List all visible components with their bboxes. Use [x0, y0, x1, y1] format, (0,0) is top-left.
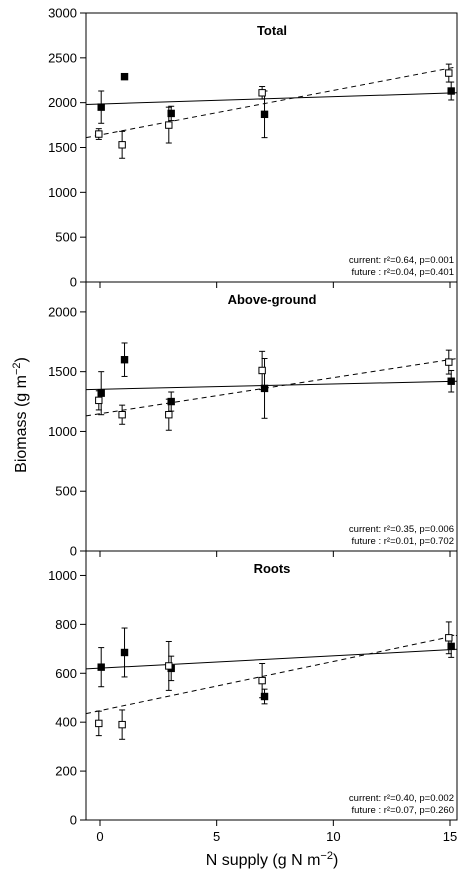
panel-roots-current-fit-line [85, 648, 458, 670]
panel-roots-current-point [120, 648, 129, 657]
panel-above-ground-ytick-label: 1000 [48, 424, 77, 439]
panel-roots-future-point [258, 676, 266, 685]
panel-total-ytick-label: 2000 [48, 95, 77, 110]
x-axis-label-close: ) [333, 852, 338, 869]
panel-total-stats-future: future : r²=0.04, p=0.401 [352, 267, 454, 278]
x-axis-label-main: N supply (g N m [206, 852, 321, 869]
panel-total-future-point [258, 89, 266, 97]
panel-roots-stats-current: current: r²=0.40, p=0.002 [349, 793, 454, 804]
panel-total-future-point [165, 121, 173, 129]
panel-above-ground-future-point [95, 396, 103, 405]
panel-roots-ytick-label: 200 [55, 764, 77, 779]
panel-total-current-point [447, 87, 455, 95]
panel-above-ground-title: Above-ground [228, 292, 317, 307]
panel-total-ytick-label: 1500 [48, 140, 77, 155]
panel-above-ground-current-point [260, 384, 269, 393]
panel-above-ground-stats-current: current: r²=0.35, p=0.006 [349, 524, 454, 535]
panel-total-current-point [120, 72, 129, 81]
panel-total-future-point [445, 69, 453, 77]
x-tick-label: 10 [326, 829, 340, 844]
panel-total-stats-current: current: r²=0.64, p=0.001 [349, 255, 454, 266]
panel-roots-ytick-label: 1000 [48, 568, 77, 583]
panel-total-current-point [97, 103, 105, 111]
panel-total-ytick-label: 500 [55, 230, 77, 245]
x-tick-label: 0 [96, 829, 103, 844]
panel-total-frame [85, 12, 458, 283]
panel-above-ground-current-fit-line [85, 380, 458, 391]
x-tick-label: 15 [443, 829, 457, 844]
panel-roots-future-fit-line [85, 634, 458, 715]
panel-roots-current-point [260, 692, 269, 701]
panel-above-ground-future-point [445, 358, 453, 366]
panel-above-ground-ytick-label: 1500 [48, 364, 77, 379]
panel-roots-title: Roots [254, 561, 291, 576]
y-axis-label-main: Biomass (g m [13, 375, 30, 473]
panel-above-ground-future-point [258, 366, 266, 375]
panel-above-ground-future-fit-line [85, 358, 458, 417]
x-axis-label-sup: −2 [320, 850, 333, 862]
y-axis-label-sup: −2 [11, 362, 23, 375]
panel-roots-future-point [165, 662, 173, 670]
panel-total-ytick-label: 3000 [48, 6, 77, 21]
panel-total-ytick-label: 0 [70, 275, 77, 290]
panel-above-ground-future-point [165, 411, 173, 419]
panel-total-ytick-label: 1000 [48, 185, 77, 200]
panel-roots-ytick-label: 800 [55, 617, 77, 632]
panel-total-future-point [95, 130, 103, 138]
y-axis-label: Biomass (g m−2) [11, 357, 30, 473]
panel-roots-ytick-label: 0 [70, 813, 77, 828]
panel-total-ytick-label: 2500 [48, 50, 77, 65]
panel-roots-future-point [118, 720, 126, 729]
panel-total-current-fit-line [85, 92, 458, 105]
panel-roots-ytick-label: 400 [55, 715, 77, 730]
panel-roots-ytick-label: 600 [55, 666, 77, 681]
panel-total-future-point [118, 141, 126, 149]
panel-roots-current-point [447, 642, 455, 651]
x-axis-label: N supply (g N m−2) [206, 850, 339, 869]
panel-above-ground-ytick-label: 2000 [48, 304, 77, 319]
panel-above-ground-ytick-label: 0 [70, 544, 77, 559]
panel-above-ground-ytick-label: 500 [55, 484, 77, 499]
panel-total-current-point [167, 109, 175, 118]
panel-roots-frame [85, 550, 458, 821]
panel-roots-future-point [95, 719, 103, 728]
panel-above-ground-frame [85, 281, 458, 552]
panel-above-ground-current-point [447, 377, 455, 385]
panel-roots-current-point [97, 663, 105, 671]
panel-above-ground-future-point [118, 411, 126, 419]
panel-total-current-point [260, 110, 269, 119]
panel-total-title: Total [257, 23, 287, 38]
panel-roots-future-point [445, 634, 453, 642]
panel-above-ground-stats-future: future : r²=0.01, p=0.702 [352, 536, 454, 547]
y-axis-label-close: ) [13, 357, 30, 362]
panel-above-ground-current-point [120, 356, 129, 364]
panel-above-ground-current-point [167, 397, 175, 406]
panel-above-ground-current-point [97, 389, 105, 397]
panel-roots-stats-future: future : r²=0.07, p=0.260 [352, 805, 454, 816]
x-tick-label: 5 [213, 829, 220, 844]
